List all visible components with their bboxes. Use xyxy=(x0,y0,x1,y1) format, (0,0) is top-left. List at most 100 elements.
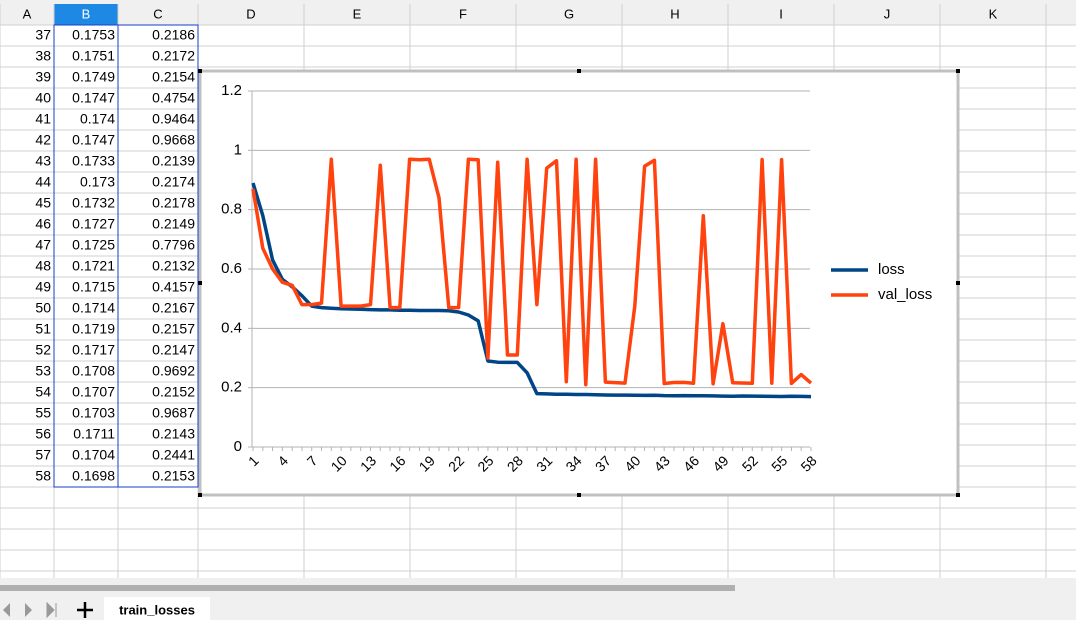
cell: 0.4157 xyxy=(152,279,195,295)
column-header-bar xyxy=(0,0,1076,25)
column-header: C xyxy=(153,6,162,21)
cell: 54 xyxy=(35,384,51,400)
column-header: B xyxy=(82,6,91,21)
column-header: H xyxy=(670,6,679,21)
cell: 45 xyxy=(35,195,51,211)
cell: 42 xyxy=(35,132,51,148)
cell: 0.1751 xyxy=(72,48,115,64)
cell: 0.1704 xyxy=(72,447,115,463)
cell: 0.2152 xyxy=(152,384,195,400)
column-header: J xyxy=(884,6,891,21)
y-tick-label: 0 xyxy=(234,438,242,455)
cell: 0.1717 xyxy=(72,342,115,358)
cell: 0.1753 xyxy=(72,27,115,43)
cell: 0.174 xyxy=(80,111,115,127)
legend-label: loss xyxy=(878,261,905,278)
cell: 0.1725 xyxy=(72,237,115,253)
cell: 38 xyxy=(35,48,51,64)
resize-handle xyxy=(956,281,960,285)
cell: 0.1733 xyxy=(72,153,115,169)
column-header: I xyxy=(779,6,783,21)
cell: 0.9692 xyxy=(152,363,195,379)
series-line xyxy=(251,182,812,399)
cell: 0.2172 xyxy=(152,48,195,64)
cell: 0.1727 xyxy=(72,216,115,232)
cell: 0.9464 xyxy=(152,111,195,127)
column-header: F xyxy=(459,6,467,21)
cell: 0.9668 xyxy=(152,132,195,148)
cell: 43 xyxy=(35,153,51,169)
chart-frame xyxy=(198,69,960,497)
column-header: K xyxy=(989,6,998,21)
column-header: E xyxy=(353,6,362,21)
cell: 0.1698 xyxy=(72,468,115,484)
resize-handle xyxy=(956,493,960,497)
cell: 47 xyxy=(35,237,51,253)
cell: 0.1732 xyxy=(72,195,115,211)
cell: 49 xyxy=(35,279,51,295)
cell: 57 xyxy=(35,447,51,463)
legend-label: val_loss xyxy=(878,286,932,303)
cell: 52 xyxy=(35,342,51,358)
cell: 41 xyxy=(35,111,51,127)
cell: 0.2147 xyxy=(152,342,195,358)
selection-border xyxy=(117,24,199,488)
resize-handle xyxy=(198,281,202,285)
y-tick-label: 0.2 xyxy=(221,379,242,396)
scrollbar[interactable] xyxy=(0,585,735,591)
cell: 37 xyxy=(35,27,51,43)
cell: 46 xyxy=(35,216,51,232)
cell: 0.2132 xyxy=(152,258,195,274)
sheet-tab-label[interactable]: train_losses xyxy=(119,602,195,617)
cell: 0.1714 xyxy=(72,300,115,316)
cell: 0.1711 xyxy=(73,426,115,442)
resize-handle xyxy=(577,69,581,73)
resize-handle xyxy=(198,493,202,497)
y-tick-label: 1 xyxy=(234,141,242,158)
cell: 0.7796 xyxy=(152,237,195,253)
column-header: G xyxy=(564,6,574,21)
cell: 0.173 xyxy=(80,174,115,190)
cell: 53 xyxy=(35,363,51,379)
resize-handle xyxy=(198,69,202,73)
cell: 44 xyxy=(35,174,51,190)
cell: 0.1708 xyxy=(72,363,115,379)
next-sheet-button[interactable] xyxy=(25,603,32,617)
cell: 0.2149 xyxy=(152,216,195,232)
cell: 0.9687 xyxy=(152,405,195,421)
cell: 0.4754 xyxy=(152,90,195,106)
cell: 0.1747 xyxy=(72,90,115,106)
first-sheet-button[interactable] xyxy=(3,603,10,617)
cell: 0.2139 xyxy=(152,153,195,169)
cell: 0.2178 xyxy=(152,195,195,211)
sheet-tab[interactable] xyxy=(104,597,210,620)
cell: 40 xyxy=(35,90,51,106)
cell: 51 xyxy=(35,321,51,337)
series-line xyxy=(251,157,813,387)
cell: 56 xyxy=(35,426,51,442)
cell: 50 xyxy=(35,300,51,316)
cell: 0.1707 xyxy=(72,384,115,400)
cell: 0.2167 xyxy=(152,300,195,316)
cell: 48 xyxy=(35,258,51,274)
cell: 0.2441 xyxy=(152,447,195,463)
cell: 39 xyxy=(35,69,51,85)
cell: 58 xyxy=(35,468,51,484)
y-tick-label: 1.2 xyxy=(221,82,242,99)
resize-handle xyxy=(956,69,960,73)
cell: 0.1747 xyxy=(72,132,115,148)
y-tick-label: 0.6 xyxy=(221,260,242,277)
last-sheet-button[interactable] xyxy=(46,601,57,619)
column-header: D xyxy=(246,6,255,21)
cell: 0.1715 xyxy=(72,279,115,295)
y-tick-label: 0.8 xyxy=(221,201,242,218)
cell: 0.1703 xyxy=(72,405,115,421)
cell: 0.2157 xyxy=(152,321,195,337)
cell: 0.2143 xyxy=(152,426,195,442)
add-sheet-button[interactable] xyxy=(77,602,93,618)
cell: 0.2153 xyxy=(152,468,195,484)
resize-handle xyxy=(577,493,581,497)
cell: 0.2186 xyxy=(152,27,195,43)
selected-column-header xyxy=(54,4,118,25)
